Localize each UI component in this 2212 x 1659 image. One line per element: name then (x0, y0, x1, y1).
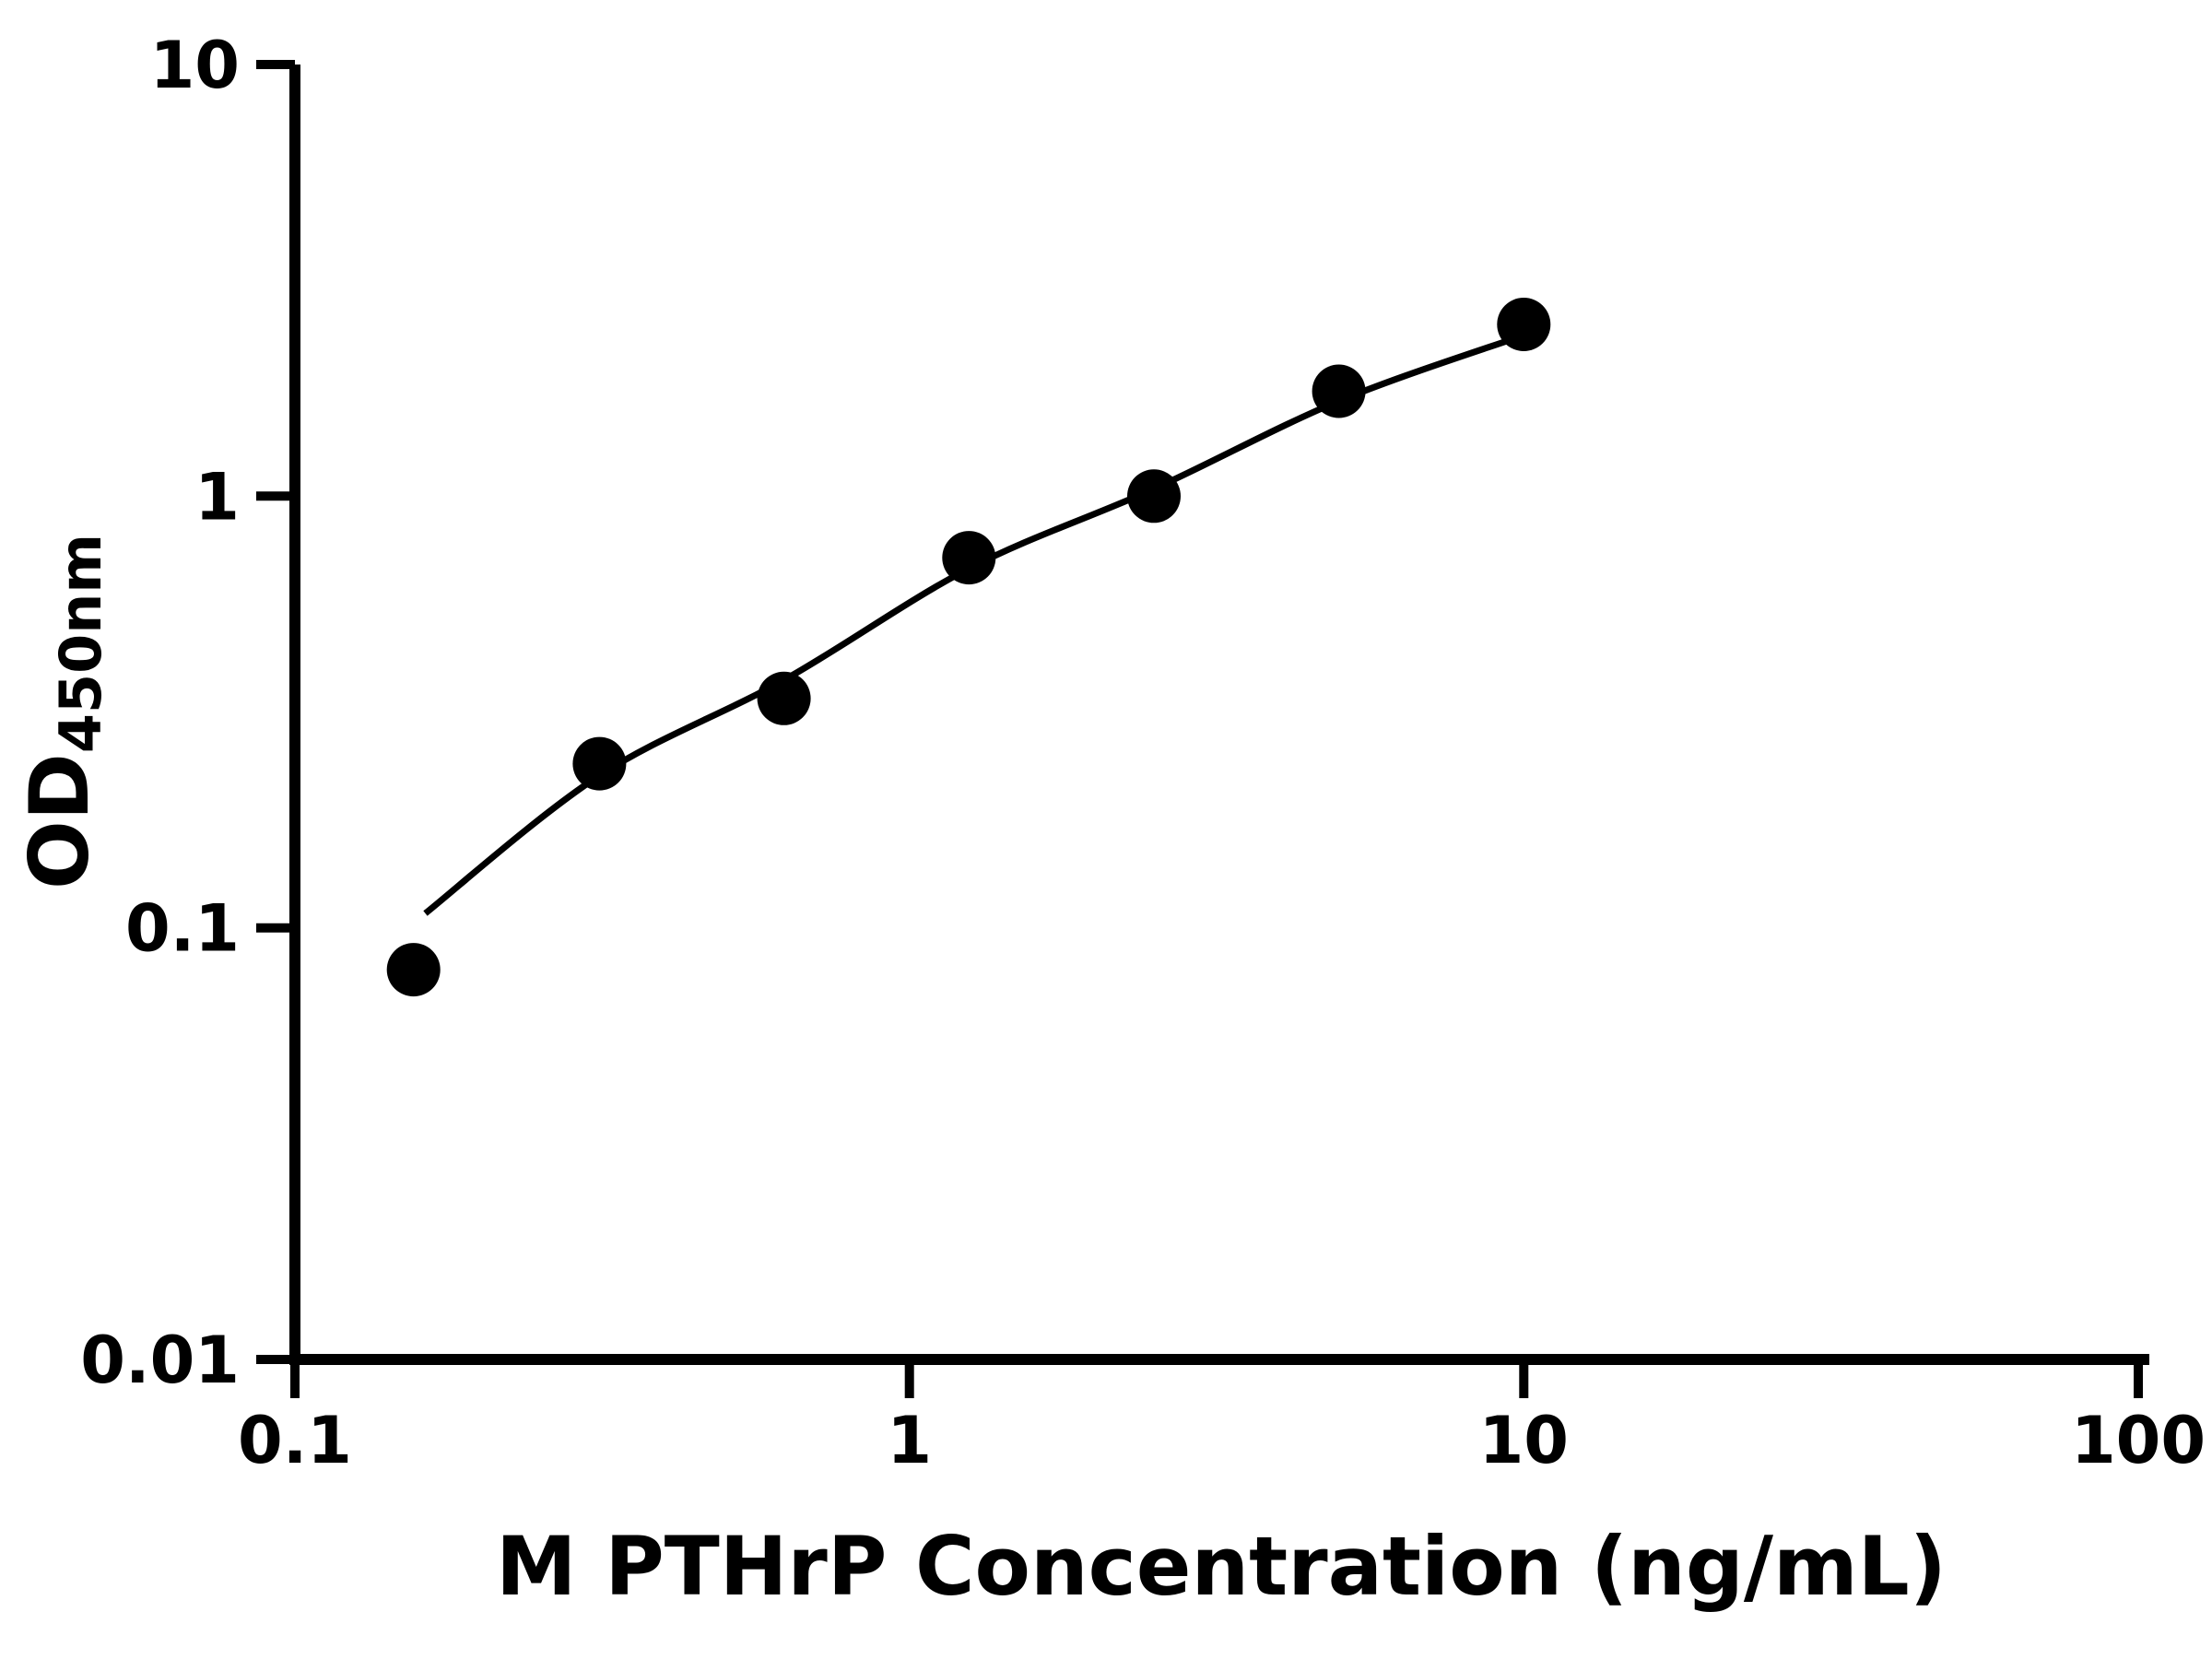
data-point (1312, 364, 1366, 418)
x-tick-label: 0.1 (238, 1403, 352, 1478)
x-tick-label: 1 (887, 1403, 932, 1478)
fit-curve (423, 332, 1525, 916)
data-point (1127, 469, 1181, 524)
y-axis-title: OD450nm (12, 534, 114, 889)
x-axis-title: M PTHrP Concentration (ng/mL) (496, 1519, 1947, 1614)
y-tick-label: 0.01 (80, 1323, 240, 1398)
data-point (386, 943, 441, 997)
y-tick-label: 1 (194, 459, 240, 535)
data-points (386, 298, 1551, 997)
x-tick-label: 100 (2071, 1403, 2206, 1478)
y-axis-title-sub: 450nm (47, 534, 114, 753)
data-point (942, 531, 996, 585)
y-tick-label: 10 (150, 28, 240, 103)
y-axis-title-main: OD (12, 753, 107, 889)
fit-curve-line (423, 332, 1525, 916)
y-tick-label: 0.1 (125, 891, 240, 967)
axis-ticks (256, 60, 2143, 1398)
axes (289, 65, 2149, 1365)
data-point (757, 671, 811, 725)
data-point (1497, 298, 1551, 351)
x-tick-label: 10 (1479, 1403, 1569, 1478)
data-point (572, 736, 627, 791)
